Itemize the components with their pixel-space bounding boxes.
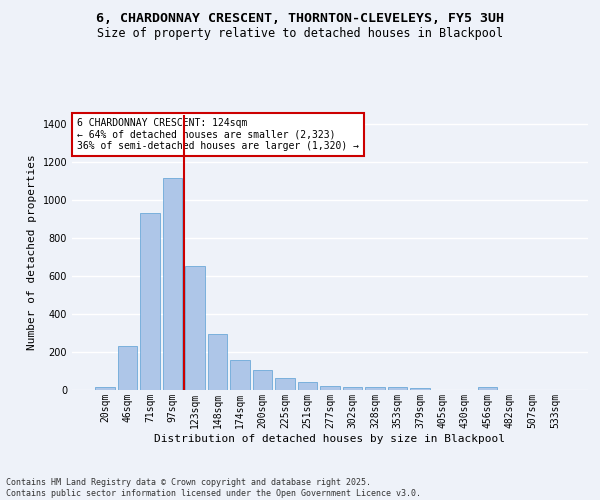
- Bar: [118, 346, 137, 390]
- Bar: [95, 387, 115, 390]
- Bar: [478, 386, 497, 390]
- Bar: [298, 382, 317, 390]
- Bar: [140, 212, 160, 390]
- Bar: [253, 370, 272, 390]
- Bar: [410, 388, 430, 390]
- Bar: [365, 387, 385, 390]
- Text: 6, CHARDONNAY CRESCENT, THORNTON-CLEVELEYS, FY5 3UH: 6, CHARDONNAY CRESCENT, THORNTON-CLEVELE…: [96, 12, 504, 26]
- Text: Size of property relative to detached houses in Blackpool: Size of property relative to detached ho…: [97, 28, 503, 40]
- Text: 6 CHARDONNAY CRESCENT: 124sqm
← 64% of detached houses are smaller (2,323)
36% o: 6 CHARDONNAY CRESCENT: 124sqm ← 64% of d…: [77, 118, 359, 151]
- X-axis label: Distribution of detached houses by size in Blackpool: Distribution of detached houses by size …: [155, 434, 505, 444]
- Bar: [208, 334, 227, 390]
- Bar: [320, 386, 340, 390]
- Bar: [185, 266, 205, 390]
- Bar: [343, 386, 362, 390]
- Text: Contains HM Land Registry data © Crown copyright and database right 2025.
Contai: Contains HM Land Registry data © Crown c…: [6, 478, 421, 498]
- Bar: [275, 378, 295, 390]
- Bar: [388, 386, 407, 390]
- Y-axis label: Number of detached properties: Number of detached properties: [27, 154, 37, 350]
- Bar: [230, 360, 250, 390]
- Bar: [163, 178, 182, 390]
